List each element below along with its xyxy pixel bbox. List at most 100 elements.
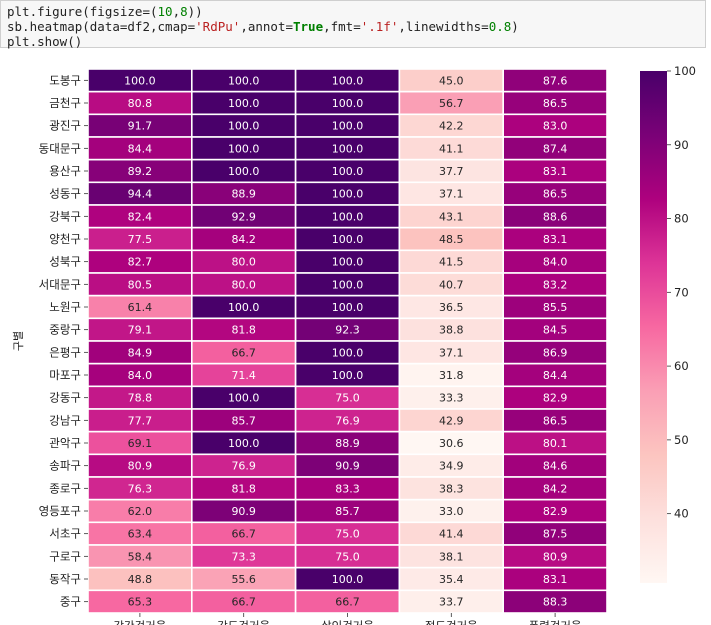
- colorbar-tick-label: 80: [674, 212, 689, 226]
- cell-annotation: 31.8: [439, 369, 464, 382]
- cell-annotation: 77.5: [128, 233, 153, 246]
- cell-annotation: 100.0: [332, 346, 364, 359]
- cell-annotation: 66.7: [335, 596, 360, 609]
- cell-annotation: 82.4: [128, 210, 153, 223]
- cell-annotation: 87.4: [543, 142, 568, 155]
- y-tick-label: 용산구: [49, 164, 81, 178]
- cell-annotation: 65.3: [128, 596, 153, 609]
- cell-annotation: 81.8: [231, 324, 256, 337]
- cell-annotation: 100.0: [228, 392, 260, 405]
- code-line-3: plt.show(): [7, 34, 83, 49]
- cell-annotation: 100.0: [332, 278, 364, 291]
- cell-annotation: 84.2: [543, 482, 568, 495]
- y-tick-label: 도봉구: [49, 73, 81, 87]
- cell-annotation: 83.2: [543, 278, 568, 291]
- cell-annotation: 76.9: [231, 460, 256, 473]
- y-axis-label: 구별: [12, 331, 25, 351]
- colorbar-tick-label: 50: [674, 433, 689, 447]
- cell-annotation: 77.7: [128, 414, 153, 427]
- code-line-2: sb.heatmap(data=df2,cmap='RdPu',annot=Tr…: [7, 19, 519, 34]
- cell-annotation: 80.5: [128, 278, 153, 291]
- cell-annotation: 88.9: [231, 188, 256, 201]
- colorbar-tick-label: 40: [674, 507, 689, 521]
- cell-annotation: 30.6: [439, 437, 464, 450]
- cell-annotation: 41.1: [439, 142, 464, 155]
- cell-annotation: 45.0: [439, 74, 464, 87]
- cell-annotation: 100.0: [332, 573, 364, 586]
- cell-annotation: 100.0: [228, 120, 260, 133]
- y-tick-label: 노원구: [49, 300, 81, 314]
- y-tick-label: 영등포구: [39, 504, 81, 518]
- cell-annotation: 75.0: [335, 392, 360, 405]
- cell-annotation: 100.0: [332, 142, 364, 155]
- cell-annotation: 100.0: [228, 301, 260, 314]
- cell-annotation: 83.1: [543, 233, 568, 246]
- cell-annotation: 80.0: [231, 256, 256, 269]
- y-tick-label: 서대문구: [39, 277, 81, 291]
- y-tick-label: 서초구: [49, 527, 81, 541]
- cell-annotation: 100.0: [332, 165, 364, 178]
- cell-annotation: 83.1: [543, 165, 568, 178]
- cell-annotation: 100.0: [228, 97, 260, 110]
- cell-annotation: 63.4: [128, 528, 153, 541]
- cell-annotation: 84.2: [231, 233, 256, 246]
- y-tick-label: 광진구: [49, 119, 81, 133]
- cell-annotation: 88.9: [335, 437, 360, 450]
- cell-annotation: 48.8: [128, 573, 153, 586]
- cell-annotation: 86.5: [543, 188, 568, 201]
- y-tick-label: 성북구: [49, 255, 81, 269]
- x-tick-label: 살인검거율: [321, 619, 374, 625]
- cell-annotation: 100.0: [124, 74, 156, 87]
- cell-annotation: 75.0: [335, 550, 360, 563]
- y-tick-label: 종로구: [49, 481, 81, 495]
- cell-annotation: 100.0: [332, 210, 364, 223]
- cell-annotation: 38.1: [439, 550, 464, 563]
- x-tick-label: 강간검거율: [113, 619, 166, 625]
- cell-annotation: 37.1: [439, 346, 464, 359]
- cell-annotation: 90.9: [335, 460, 360, 473]
- cell-annotation: 75.0: [335, 528, 360, 541]
- y-tick-label: 양천구: [49, 232, 81, 246]
- cell-annotation: 78.8: [128, 392, 153, 405]
- cell-annotation: 83.3: [335, 482, 360, 495]
- cell-annotation: 35.4: [439, 573, 464, 586]
- y-tick-label: 성동구: [49, 187, 81, 201]
- cell-annotation: 80.9: [543, 550, 568, 563]
- y-tick-label: 구로구: [49, 549, 81, 563]
- cell-annotation: 100.0: [228, 437, 260, 450]
- cell-annotation: 92.3: [335, 324, 360, 337]
- cell-annotation: 66.7: [231, 528, 256, 541]
- cell-annotation: 92.9: [231, 210, 256, 223]
- colorbar-tick-label: 100: [674, 64, 696, 78]
- cell-annotation: 33.3: [439, 392, 464, 405]
- cell-annotation: 36.5: [439, 301, 464, 314]
- cell-annotation: 100.0: [228, 142, 260, 155]
- cell-annotation: 55.6: [231, 573, 256, 586]
- cell-annotation: 84.0: [543, 256, 568, 269]
- cell-annotation: 80.1: [543, 437, 568, 450]
- code-line-1: plt.figure(figsize=(10,8)): [7, 4, 203, 19]
- cell-annotation: 61.4: [128, 301, 153, 314]
- code-cell[interactable]: plt.figure(figsize=(10,8)) sb.heatmap(da…: [0, 0, 706, 49]
- cell-annotation: 86.5: [543, 97, 568, 110]
- y-tick-label: 중랑구: [49, 323, 81, 337]
- cell-annotation: 83.0: [543, 120, 568, 133]
- cell-annotation: 42.9: [439, 414, 464, 427]
- x-tick-label: 강도검거율: [217, 619, 270, 625]
- cell-annotation: 80.8: [128, 97, 153, 110]
- cell-annotation: 38.3: [439, 482, 464, 495]
- cell-annotation: 100.0: [332, 233, 364, 246]
- cell-annotation: 100.0: [332, 97, 364, 110]
- cell-annotation: 38.8: [439, 324, 464, 337]
- cell-annotation: 33.7: [439, 596, 464, 609]
- x-tick-label: 폭력검거율: [529, 619, 582, 625]
- colorbar-tick-label: 70: [674, 285, 689, 299]
- y-tick-label: 강동구: [49, 391, 81, 405]
- cell-annotation: 88.6: [543, 210, 568, 223]
- cell-annotation: 66.7: [231, 346, 256, 359]
- cell-annotation: 76.9: [335, 414, 360, 427]
- cell-annotation: 86.9: [543, 346, 568, 359]
- cell-annotation: 56.7: [439, 97, 464, 110]
- cell-annotation: 81.8: [231, 482, 256, 495]
- heatmap-chart: 100.0 100.0 100.0 45.0 87.6 80.8 100.0 100.0 56.…: [12, 64, 696, 625]
